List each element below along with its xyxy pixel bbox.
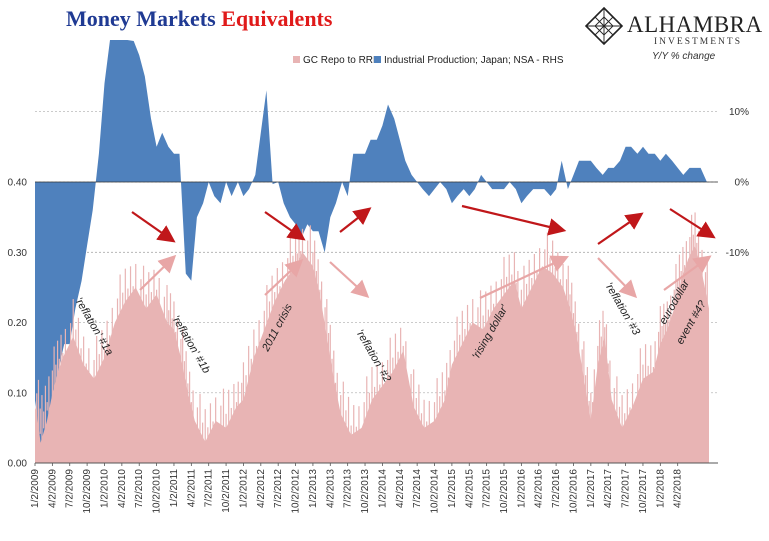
left-tick-label: 0.10 [8,388,28,399]
left-axis: 0.00 0.10 0.20 0.30 0.40 [8,178,28,470]
x-tick-label: 7/2/2009 [65,469,76,508]
x-tick-label: 10/2/2011 [221,469,232,513]
x-tick-label: 1/2/2016 [516,469,527,508]
alhambra-logo: ALHAMBRA INVESTMENTS [584,6,764,47]
title-part-2: Equivalents [221,6,333,31]
x-tick-label: 4/2/2012 [256,469,267,508]
x-tick-label: 10/2/2017 [638,469,649,514]
page-title: Money Markets Equivalents [66,6,332,32]
x-tick-label: 10/2/2012 [291,469,302,514]
x-tick-label: 4/2/2011 [186,469,197,508]
arrow-red [339,207,372,233]
x-tick-label: 10/2/2013 [360,469,371,514]
title-part-1: Money Markets [66,6,216,31]
right-tick-label: 0% [735,178,750,189]
logo-name: ALHAMBRA [627,12,763,37]
series-area-gc-repo [35,245,709,463]
arrow-pink [663,255,712,291]
diamond-lattice-icon [584,6,624,46]
left-tick-label: 0.20 [8,318,28,329]
arrow-pink [329,261,370,298]
right-tick-label: -10% [726,248,749,259]
x-tick-label: 4/2/2018 [673,469,684,508]
right-tick-label: 10% [729,107,749,118]
annotation-label: 'reflation' #2 [353,328,393,385]
right-axis: 10% 0% -10% [726,107,749,259]
x-tick-label: 4/2/2009 [47,469,58,508]
x-tick-label: 1/2/2011 [169,469,180,508]
left-tick-label: 0.30 [8,248,28,259]
arrow-pink [597,257,638,299]
x-tick-label: 1/2/2009 [30,469,41,508]
legend-label-gc-repo: GC Repo to RRP [303,55,380,66]
x-tick-label: 7/2/2010 [134,469,145,508]
x-tick-label: 7/2/2016 [551,469,562,508]
arrow-pink [139,254,177,291]
annotation-arrows [131,204,716,299]
legend-swatch-gc-repo [293,56,300,63]
x-tick-label: 10/2/2015 [499,469,510,514]
x-tick-label: 1/2/2012 [238,469,249,508]
x-tick-label: 7/2/2013 [343,469,354,508]
arrow-red [131,211,176,243]
x-tick-label: 7/2/2011 [204,469,215,508]
x-tick-label: 7/2/2014 [412,469,423,508]
logo-subtitle: INVESTMENTS [654,37,742,47]
arrow-red [669,208,716,239]
left-tick-label: 0.40 [8,178,28,189]
x-tick-label: 4/2/2010 [117,469,128,508]
x-tick-label: 10/2/2010 [152,469,163,514]
x-tick-label: 10/2/2016 [568,469,579,514]
legend-label-industrial-production: Industrial Production; Japan; NSA - RHS [384,55,564,66]
x-tick-label: 1/2/2017 [586,469,597,508]
x-tick-label: 7/2/2017 [621,469,632,508]
legend-swatch-industrial-production [374,56,381,63]
x-tick-label: 4/2/2015 [464,469,475,508]
x-tick-label: 4/2/2013 [325,469,336,508]
x-axis: 1/2/2009 4/2/2009 7/2/2009 10/2/2009 1/2/201… [30,463,684,514]
x-tick-label: 1/2/2010 [99,469,110,508]
arrow-pink [479,255,569,299]
x-tick-label: 7/2/2012 [273,469,284,508]
arrow-red [264,211,306,241]
arrow-pink [264,258,304,296]
x-tick-label: 7/2/2015 [482,469,493,508]
annotation-label: 'reflation' #3 [602,281,642,339]
legend: GC Repo to RRP Industrial Production; Ja… [293,55,564,66]
x-tick-label: 10/2/2014 [430,469,441,514]
left-tick-label: 0.00 [8,459,28,470]
x-tick-label: 4/2/2014 [395,469,406,508]
arrow-red [461,204,567,236]
x-tick-label: 10/2/2009 [82,469,93,514]
x-tick-label: 4/2/2016 [534,469,545,508]
right-axis-note: Y/Y % change [652,51,716,62]
x-tick-label: 1/2/2015 [447,469,458,508]
x-tick-label: 1/2/2018 [655,469,666,508]
x-tick-label: 1/2/2013 [308,469,319,508]
x-tick-label: 1/2/2014 [377,469,388,508]
x-tick-label: 4/2/2017 [603,469,614,508]
arrow-red [597,212,644,245]
